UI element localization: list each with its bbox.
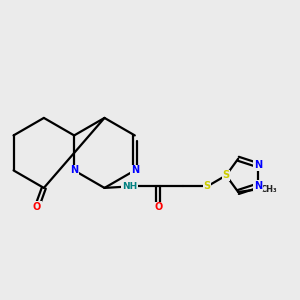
Text: NH: NH (122, 182, 137, 191)
Text: S: S (223, 170, 230, 180)
Text: N: N (254, 181, 262, 191)
Text: N: N (254, 160, 262, 170)
Text: O: O (154, 202, 163, 212)
Text: CH₃: CH₃ (261, 184, 277, 194)
Text: S: S (204, 182, 211, 191)
Text: N: N (131, 165, 139, 176)
Text: N: N (70, 165, 78, 176)
Text: O: O (33, 202, 41, 212)
